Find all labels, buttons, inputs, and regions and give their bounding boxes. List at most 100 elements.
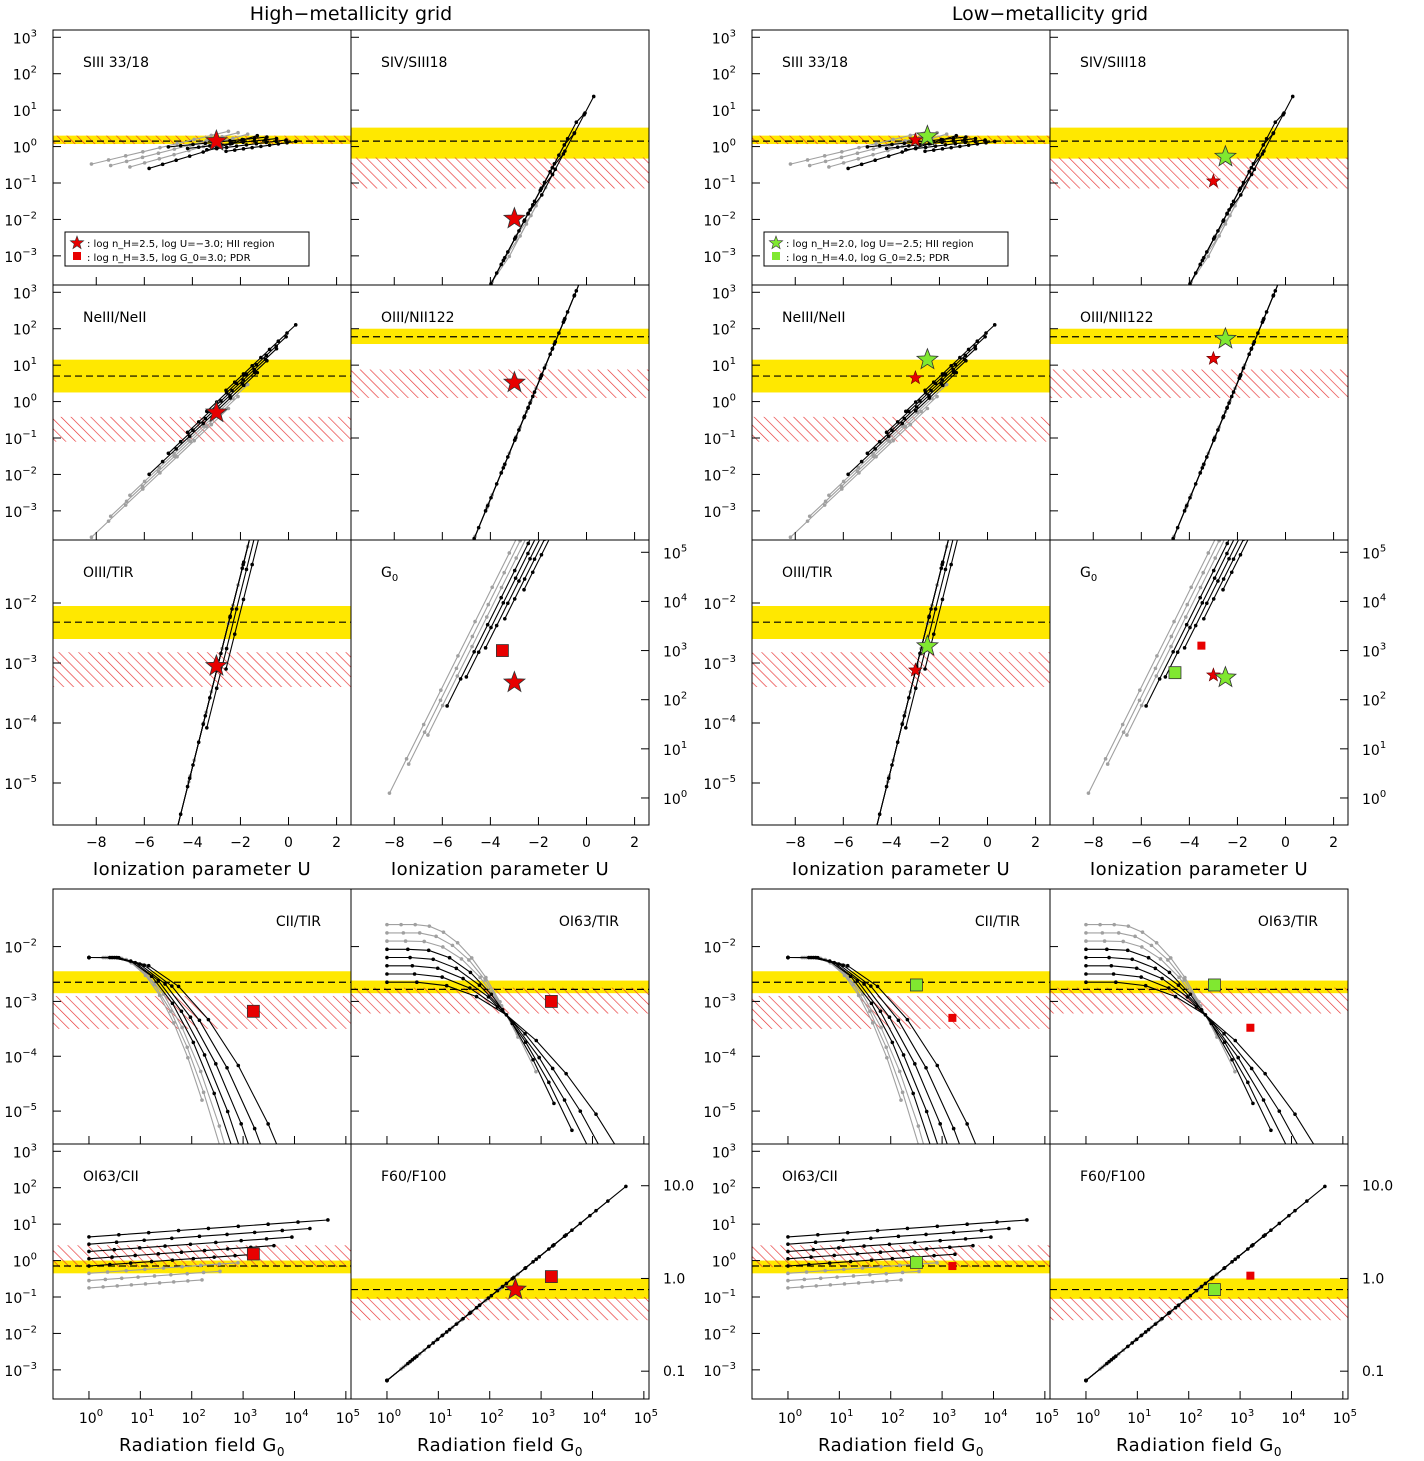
model-point [87,1271,91,1276]
model-point [913,1062,917,1066]
model-point [326,1277,330,1281]
model-point [869,1236,873,1241]
model-point [408,955,412,960]
model-point [534,507,538,511]
model-point [562,498,566,502]
model-point [186,1279,190,1283]
model-point [851,1274,856,1278]
model-point [984,140,988,145]
model-point [172,147,177,151]
model-point [804,1270,809,1274]
model-point [274,139,278,144]
model-point [551,502,555,506]
model-point [293,323,298,327]
model-point [440,703,445,708]
model-point [1233,1038,1238,1043]
model-point [992,139,997,144]
model-point [923,145,928,150]
x-tick-label: 100 [778,1408,802,1427]
model-point [862,982,866,986]
model-point [468,970,473,975]
model-point [572,478,576,482]
model-point [468,986,472,990]
model-point [1106,438,1110,442]
model-point [422,410,426,414]
model-point [624,1160,628,1164]
model-point [185,1045,190,1050]
model-point [958,528,962,532]
x-tick-label: 102 [1179,1408,1203,1427]
model-point [1238,535,1242,539]
model-point [786,1249,790,1254]
model-point [1238,373,1243,378]
y-tick-label: 100 [13,1252,37,1271]
panel-high-oiii-tir: OIII/TIR 10−5 10−4 10−3 10−2 −8 −6 −4 −2 0 2 Ioniza… [4,539,352,902]
model-point [156,1252,161,1256]
model-point [884,1271,889,1276]
model-point [502,570,507,575]
model-point [1122,408,1126,412]
model-point [212,1091,217,1096]
y-tick-label: 1.0 [1362,1271,1384,1287]
model-point [907,409,911,414]
model-point [176,984,181,989]
model-point [1155,576,1159,580]
model-point [788,162,793,166]
model-point [158,898,162,902]
model-point [522,587,526,592]
model-point [285,331,289,335]
model-point [523,1031,527,1036]
model-point [900,1270,905,1275]
model-point [592,448,596,452]
model-point [212,1255,217,1259]
model-point [958,144,962,149]
model-point [1182,646,1187,650]
model-point [914,405,919,409]
model-point [886,434,891,438]
model-point [1282,111,1286,115]
panel-frame [1049,539,1349,826]
y-tick-label: 103 [13,283,37,302]
panel-frame [350,539,650,826]
model-point [967,493,971,497]
model-point [962,357,967,361]
model-point [187,434,192,438]
model-point [272,1243,276,1248]
model-point [1233,1257,1238,1261]
model-point [896,1234,901,1239]
model-point [133,1253,138,1258]
model-point [913,408,918,413]
model-point [1264,136,1269,141]
model-point [1269,1128,1273,1133]
y-tick-label: 103 [712,283,736,302]
model-point [1176,305,1180,309]
legend-box [64,231,310,267]
model-point [886,154,891,158]
model-point [252,370,257,375]
model-point [891,137,895,142]
model-curve [1188,223,1226,285]
y-tick-label: 10.0 [1362,1179,1393,1195]
model-point [895,740,900,744]
marker-hii [204,400,229,423]
model-point [890,1256,895,1261]
model-point [828,1283,833,1287]
model-point [1121,410,1125,414]
model-point [553,518,557,522]
panel-label: NeIII/NeII [782,310,846,326]
model-point [108,514,113,519]
model-point [845,1230,850,1235]
model-point [274,346,279,351]
model-point [842,956,846,960]
y-tick-label: 10−2 [4,465,37,484]
band-model-hatch [351,369,649,398]
model-point [869,1258,874,1262]
model-point [1158,957,1163,961]
model-point [973,139,977,144]
model-point [264,140,269,145]
y-tick-label: 103 [663,642,687,661]
model-point [949,363,953,368]
model-point [976,458,980,462]
model-point [582,458,586,462]
model-point [965,1122,969,1126]
